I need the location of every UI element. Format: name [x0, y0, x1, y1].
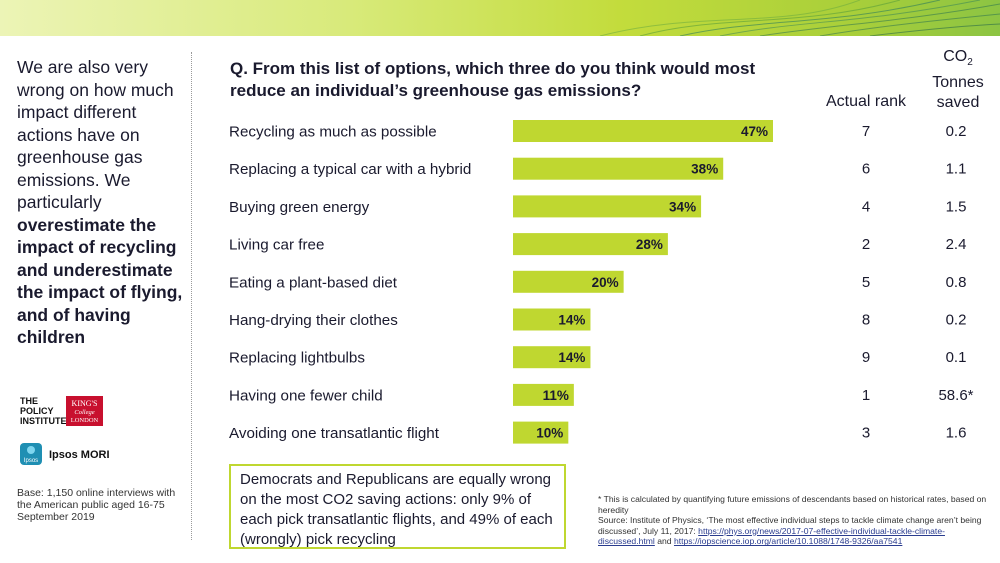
co2-saved-value: 2.4 [946, 236, 967, 253]
bar [513, 157, 724, 180]
bar-value-label: 11% [543, 388, 569, 403]
callout-text: Democrats and Republicans are equally wr… [240, 471, 553, 548]
category-label: Avoiding one transatlantic flight [229, 425, 440, 442]
sidebar-summary: We are also very wrong on how much impac… [17, 56, 192, 349]
bar-value-label: 47% [741, 124, 768, 139]
category-label: Replacing lightbulbs [229, 350, 365, 367]
bar [513, 421, 569, 444]
kings-logo-line-2: College [74, 409, 94, 416]
source-link-iop[interactable]: https://iopscience.iop.org/article/10.10… [673, 536, 903, 547]
bar-value-label: 14% [558, 350, 585, 365]
co2-header-line-2: Tonnes [932, 74, 984, 92]
actual-rank-value: 1 [862, 387, 870, 404]
question-title: Q. From this list of options, which thre… [230, 59, 756, 100]
co2-header-line-1: CO2 [916, 47, 1000, 73]
bar [513, 270, 624, 293]
vertical-divider [191, 52, 192, 540]
bar [513, 195, 702, 218]
header-decoration [0, 0, 1000, 36]
kings-logo-line-3: LONDON [71, 417, 99, 424]
bar-value-label: 10% [536, 426, 563, 441]
category-label: Hang-drying their clothes [229, 312, 398, 329]
actual-rank-label: Actual rank [825, 93, 907, 110]
category-label: Buying green energy [229, 199, 370, 216]
source-prefix: Source: Institute of Physics, ‘The most … [598, 515, 982, 536]
source-link-phys[interactable]: https://phys.org/news/2017-07-effective-… [598, 525, 945, 547]
actual-rank-value: 2 [862, 236, 870, 253]
bar-value-label: 20% [592, 275, 619, 290]
category-label: Recycling as much as possible [229, 124, 437, 141]
co2-label: CO [943, 48, 968, 65]
policy-logo-line-1: THE [20, 396, 38, 406]
bar [513, 383, 574, 406]
category-label: Having one fewer child [229, 387, 383, 404]
category-label: Living car free [229, 237, 324, 254]
co2-saved-value: 0.8 [946, 274, 967, 291]
ipsos-logo: Ipsos Ipsos MORI [20, 443, 110, 465]
policy-institute-logo: THE POLICY INSTITUTE [20, 396, 67, 426]
actual-rank-value: 3 [862, 425, 870, 442]
bar-value-label: 28% [636, 237, 663, 252]
base-note: Base: 1,150 online interviews with the A… [17, 487, 176, 523]
actual-rank-value: 5 [862, 274, 870, 291]
ipsos-mori-text: Ipsos MORI [49, 449, 110, 461]
co2-saved-value: 1.6 [946, 425, 967, 442]
co2-saved-value: 0.2 [946, 312, 967, 329]
actual-rank-value: 6 [862, 161, 870, 178]
co2-saved-value: 0.1 [946, 349, 967, 366]
co2-header-line-3: saved [936, 94, 980, 112]
source-and: and [654, 536, 674, 547]
logos: THE POLICY INSTITUTE KING'S College LOND… [20, 396, 110, 465]
ipsos-badge-text: Ipsos [24, 458, 38, 464]
actual-rank-value: 9 [862, 349, 870, 366]
bar [513, 233, 668, 256]
co2-saved-value: 1.5 [946, 198, 967, 215]
kings-college-logo: KING'S College LONDON [66, 396, 103, 426]
actual-rank-value: 8 [862, 312, 870, 329]
bar [513, 346, 591, 369]
footnote: * This is calculated by quantifying futu… [598, 494, 998, 547]
category-label: Replacing a typical car with a hybrid [229, 161, 471, 178]
bar-value-label: 38% [691, 162, 718, 177]
actual-rank-header: Actual rank [812, 93, 920, 111]
co2-saved-value: 58.6* [938, 387, 973, 404]
bar-value-label: 34% [669, 199, 696, 214]
callout-box: Democrats and Republicans are equally wr… [229, 464, 566, 549]
bar-value-label: 14% [558, 313, 585, 328]
co2-saved-value: 1.1 [946, 161, 967, 178]
asterisk-note: * This is calculated by quantifying futu… [598, 494, 987, 515]
co2-subscript: 2 [967, 57, 973, 69]
bar [513, 308, 591, 331]
actual-rank-value: 7 [862, 123, 870, 140]
category-label: Eating a plant-based diet [229, 274, 398, 291]
source-note: Source: Institute of Physics, ‘The most … [598, 515, 998, 547]
sidebar-emphasis: overestimate the impact of recycling and… [17, 214, 183, 348]
policy-logo-line-3: INSTITUTE [20, 416, 67, 426]
bar [513, 120, 773, 142]
sidebar-intro: We are also very wrong on how much impac… [17, 57, 174, 212]
actual-rank-value: 4 [862, 198, 870, 215]
co2-saved-value: 0.2 [946, 123, 967, 140]
kings-logo-line-1: KING'S [72, 399, 98, 408]
co2-header: CO2 Tonnes saved [916, 47, 1000, 113]
policy-logo-line-2: POLICY [20, 406, 54, 416]
